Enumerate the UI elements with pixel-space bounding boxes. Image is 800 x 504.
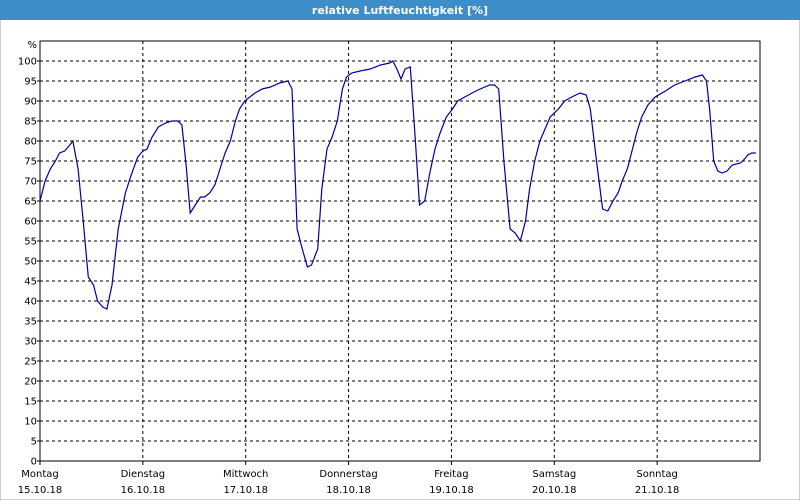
y-tick-label: 45 xyxy=(24,277,37,288)
y-tick-label: 75 xyxy=(24,157,37,168)
data-line xyxy=(39,60,756,310)
y-tick-label: 25 xyxy=(24,357,37,368)
y-tick-label: 35 xyxy=(24,317,37,328)
x-tick-date: 19.10.18 xyxy=(429,485,474,496)
y-tick-label: 70 xyxy=(24,177,37,188)
chart-title: relative Luftfeuchtigkeit [%] xyxy=(312,4,488,17)
x-tick-label: Donnerstag xyxy=(319,469,377,480)
x-tick-date: 17.10.18 xyxy=(223,485,268,496)
y-tick-label: 10 xyxy=(24,417,37,428)
x-tick-date: 16.10.18 xyxy=(121,485,166,496)
x-tick-date: 21.10.18 xyxy=(635,485,680,496)
title-bar xyxy=(0,0,800,20)
x-tick-label: Samstag xyxy=(532,469,576,480)
y-tick-label: 5 xyxy=(31,437,37,448)
y-tick-label: 85 xyxy=(24,117,37,128)
y-unit: % xyxy=(27,40,37,51)
x-tick-label: Dienstag xyxy=(121,469,166,480)
y-tick-label: 95 xyxy=(24,77,37,88)
y-tick-label: 0 xyxy=(31,457,37,468)
x-tick-label: Freitag xyxy=(434,469,468,480)
y-tick-label: 30 xyxy=(24,337,37,348)
y-tick-label: 55 xyxy=(24,237,37,248)
y-tick-label: 90 xyxy=(24,97,37,108)
plot-frame xyxy=(39,40,761,462)
y-tick-label: 60 xyxy=(24,217,37,228)
y-tick-label: 50 xyxy=(24,257,37,268)
x-tick-date: 18.10.18 xyxy=(326,485,371,496)
y-tick-label: 65 xyxy=(24,197,37,208)
y-tick-label: 40 xyxy=(24,297,37,308)
x-tick-label: Montag xyxy=(21,469,58,480)
y-tick-label: 20 xyxy=(24,377,37,388)
y-tick-label: 15 xyxy=(24,397,37,408)
y-tick-label: 100 xyxy=(18,57,37,68)
x-tick-label: Mittwoch xyxy=(223,469,268,480)
x-tick-date: 20.10.18 xyxy=(532,485,577,496)
x-tick-date: 15.10.18 xyxy=(18,485,63,496)
x-tick-label: Sonntag xyxy=(636,469,678,480)
y-tick-label: 80 xyxy=(24,137,37,148)
